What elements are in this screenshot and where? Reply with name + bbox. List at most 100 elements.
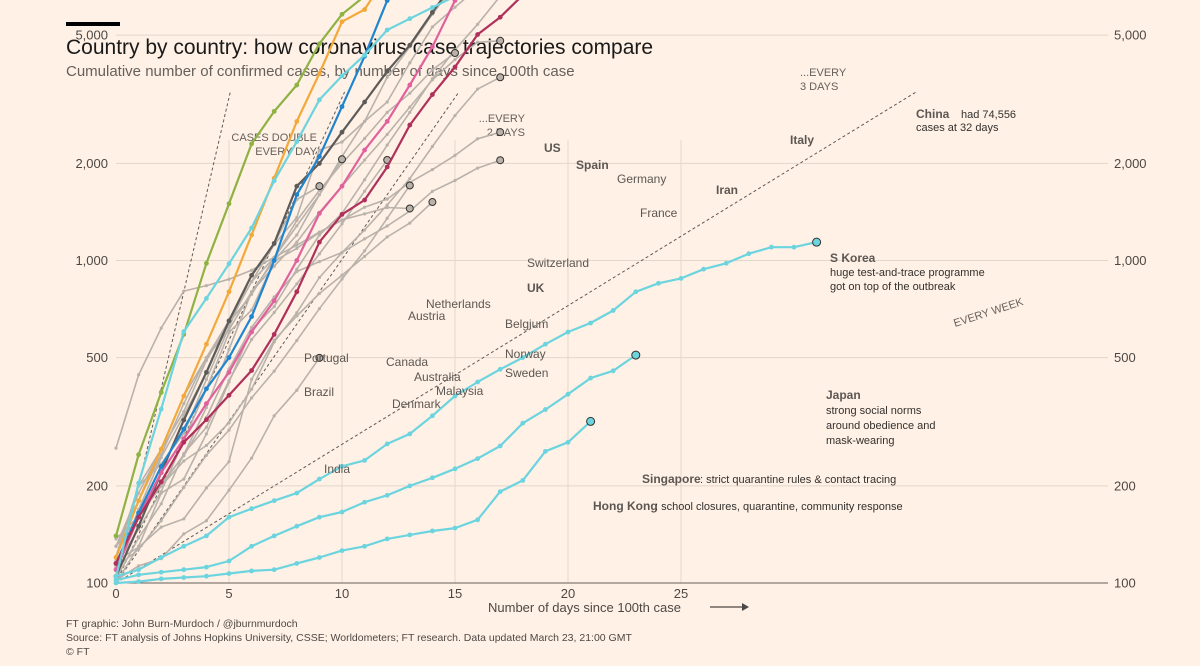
series-label-iran: Iran <box>716 183 738 197</box>
series-point-china <box>204 341 209 347</box>
series-point-sweden <box>385 224 389 228</box>
series-point-japan <box>339 463 345 469</box>
series-point-japan <box>610 308 616 313</box>
series-point-denmark <box>385 205 389 210</box>
series-point-spain <box>384 0 390 3</box>
series-line-netherlands <box>115 40 501 547</box>
series-point-austria <box>295 218 299 223</box>
series-point-netherlands <box>363 158 367 162</box>
series-point-australia <box>182 485 186 489</box>
series-point-hong-kong <box>204 573 209 579</box>
series-point-australia <box>250 396 254 400</box>
y-tick-label-left: 100 <box>86 576 108 591</box>
series-end-point-denmark <box>405 204 414 213</box>
series-point-iran <box>204 260 209 266</box>
series-point-singapore <box>407 483 413 489</box>
series-point-norway <box>159 490 163 494</box>
series-point-canada <box>363 189 367 193</box>
series-point-india <box>295 388 299 392</box>
series-end-point-netherlands <box>496 36 505 45</box>
series-point-malaysia <box>295 314 299 318</box>
japan-note: mask-wearing <box>826 435 894 447</box>
series-point-s-korea <box>249 225 255 231</box>
series-point-portugal <box>295 224 299 228</box>
series-point-s-korea <box>271 178 277 184</box>
series-point-uk <box>204 417 209 423</box>
series-point-netherlands <box>408 105 412 109</box>
footer-source: Source: FT analysis of Johns Hopkins Uni… <box>66 632 632 644</box>
series-point-us <box>339 183 345 189</box>
series-point-uk <box>430 92 435 97</box>
series-line-china <box>114 0 373 558</box>
x-tick-label: 20 <box>561 586 575 601</box>
series-point-malaysia <box>227 459 231 464</box>
series-label-canada: Canada <box>386 355 428 369</box>
series-point-s-korea <box>136 480 142 486</box>
series-end-point-belgium <box>496 73 505 82</box>
footer-credit: FT graphic: John Burn-Murdoch / @jburnmu… <box>66 618 298 630</box>
series-point-india <box>227 488 231 492</box>
series-point-italy <box>249 272 255 278</box>
series-point-us <box>430 44 435 50</box>
series-label-us: US <box>544 141 561 155</box>
series-point-uk <box>136 514 142 520</box>
series-point-singapore <box>520 420 526 426</box>
series-point-uk <box>452 64 458 70</box>
series-point-malaysia <box>250 377 254 381</box>
series-point-singapore <box>384 492 390 498</box>
series-point-japan <box>407 431 413 437</box>
series-point-denmark <box>227 277 231 281</box>
series-point-brazil <box>204 377 208 381</box>
series-point-france <box>476 22 480 26</box>
japan-note: strong social norms <box>826 405 922 417</box>
series-point-denmark <box>182 289 186 293</box>
series-label-netherlands: Netherlands <box>426 297 491 311</box>
series-point-portugal <box>159 455 163 460</box>
series-point-canada <box>295 282 299 286</box>
series-point-iran <box>339 11 345 17</box>
series-point-singapore <box>339 509 345 515</box>
series-point-japan <box>588 320 593 326</box>
series-point-uk <box>475 32 480 37</box>
footer-copyright: © FT <box>66 646 90 658</box>
x-axis-arrowhead <box>742 603 749 611</box>
series-point-singapore <box>181 567 187 573</box>
x-tick-label: 0 <box>112 586 119 601</box>
y-tick-label-right: 100 <box>1114 576 1136 591</box>
series-point-australia <box>363 249 367 253</box>
series-point-s-korea <box>430 5 435 10</box>
series-point-spain <box>317 154 322 159</box>
series-point-japan <box>452 393 458 399</box>
series-point-italy <box>136 523 142 529</box>
series-point-japan <box>678 276 684 281</box>
series-point-italy <box>204 369 209 375</box>
series-point-norway <box>385 197 389 201</box>
series-point-belgium <box>385 203 389 207</box>
series-point-spain <box>294 192 300 198</box>
series-point-hong-kong <box>271 567 277 573</box>
series-point-norway <box>363 205 367 209</box>
series-point-hong-kong <box>181 575 187 580</box>
series-point-us <box>226 369 232 375</box>
series-point-italy <box>430 9 435 15</box>
series-point-austria <box>204 355 208 360</box>
series-point-australia <box>295 338 299 343</box>
series-point-denmark <box>317 230 321 234</box>
series-point-italy <box>294 183 300 189</box>
series-point-us <box>407 82 413 88</box>
series-point-china <box>181 393 187 399</box>
series-point-uk <box>158 479 164 485</box>
series-point-france <box>204 432 208 436</box>
series-point-sweden <box>453 178 457 183</box>
series-point-hong-kong <box>475 517 480 523</box>
series-end-point-australia <box>405 181 414 190</box>
series-point-france <box>385 143 389 147</box>
series-point-singapore <box>317 514 322 520</box>
series-point-japan <box>565 329 571 335</box>
series-point-belgium <box>227 421 231 425</box>
series-line-spain <box>114 0 390 564</box>
series-point-netherlands <box>476 40 480 44</box>
series-point-china <box>226 289 232 295</box>
series-point-sweden <box>340 250 344 255</box>
series-point-germany <box>227 347 231 352</box>
